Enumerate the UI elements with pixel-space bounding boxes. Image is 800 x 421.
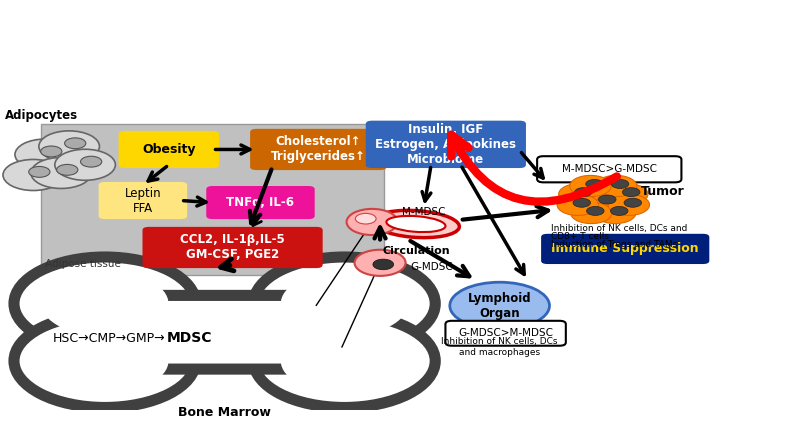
FancyBboxPatch shape (250, 129, 386, 170)
Text: Cholesterol↑
Triglycerides↑: Cholesterol↑ Triglycerides↑ (271, 136, 366, 163)
Circle shape (29, 166, 50, 177)
Ellipse shape (373, 210, 459, 237)
Circle shape (595, 176, 637, 197)
Text: G-MDSC: G-MDSC (410, 262, 453, 272)
Circle shape (608, 194, 650, 216)
FancyBboxPatch shape (101, 301, 348, 363)
Circle shape (41, 146, 62, 157)
Circle shape (598, 195, 616, 204)
Text: MDSC: MDSC (166, 331, 212, 345)
FancyBboxPatch shape (89, 296, 360, 369)
Text: Induction of Tregs and TAMs: Induction of Tregs and TAMs (551, 240, 678, 249)
Text: CCL2, IL-1β,IL-5
GM-CSF, PGE2: CCL2, IL-1β,IL-5 GM-CSF, PGE2 (180, 234, 285, 261)
Text: Immune Suppression: Immune Suppression (551, 242, 699, 256)
Text: Insulin, IGF
Estrogen, Adipokines
Microbiome: Insulin, IGF Estrogen, Adipokines Microb… (375, 123, 516, 166)
Circle shape (354, 250, 406, 276)
Circle shape (582, 191, 624, 212)
Circle shape (42, 271, 169, 336)
Circle shape (254, 257, 435, 350)
FancyBboxPatch shape (118, 131, 219, 168)
FancyBboxPatch shape (446, 321, 566, 346)
Circle shape (65, 138, 86, 149)
FancyBboxPatch shape (142, 227, 322, 268)
Circle shape (346, 209, 398, 235)
Text: HSC→CMP→GMP→: HSC→CMP→GMP→ (53, 332, 166, 345)
Text: M-MDSC: M-MDSC (402, 207, 446, 217)
Ellipse shape (450, 282, 550, 329)
Circle shape (15, 139, 75, 170)
Text: Inhibition of NK cells, DCs and: Inhibition of NK cells, DCs and (551, 224, 688, 232)
Text: Circulation: Circulation (382, 246, 450, 256)
Circle shape (55, 149, 115, 180)
Circle shape (557, 194, 598, 216)
Circle shape (81, 156, 102, 167)
Text: Obesity: Obesity (142, 143, 195, 156)
Circle shape (14, 314, 196, 408)
Circle shape (3, 160, 63, 191)
Circle shape (42, 328, 169, 394)
Text: Inhibition of NK cells, DCs
and macrophages: Inhibition of NK cells, DCs and macropha… (442, 337, 558, 357)
Circle shape (558, 184, 600, 205)
Circle shape (622, 188, 640, 197)
Circle shape (57, 165, 78, 175)
Circle shape (570, 176, 611, 197)
Circle shape (606, 184, 648, 205)
Text: Lymphoid
Organ: Lymphoid Organ (468, 292, 531, 320)
Text: TNFα, IL-6: TNFα, IL-6 (226, 196, 294, 209)
Circle shape (355, 213, 376, 224)
Circle shape (570, 203, 612, 224)
Text: Leptin
FFA: Leptin FFA (125, 187, 162, 215)
Circle shape (586, 179, 603, 189)
Circle shape (586, 206, 604, 216)
Text: Tumor: Tumor (641, 185, 685, 198)
Text: Adipocytes: Adipocytes (6, 109, 78, 122)
Circle shape (594, 203, 636, 224)
Text: M-MDSC>G-MDSC: M-MDSC>G-MDSC (562, 164, 657, 174)
Circle shape (281, 328, 408, 394)
Circle shape (610, 206, 628, 216)
Circle shape (281, 271, 408, 336)
Circle shape (624, 198, 642, 207)
Circle shape (31, 157, 91, 189)
Circle shape (14, 257, 196, 350)
Circle shape (573, 198, 590, 207)
FancyBboxPatch shape (98, 182, 187, 219)
FancyBboxPatch shape (206, 186, 314, 219)
Text: Adipose tissue: Adipose tissue (46, 259, 121, 269)
Text: CD8+ T cells: CD8+ T cells (551, 232, 610, 241)
Circle shape (39, 131, 99, 162)
Text: Bone Marrow: Bone Marrow (178, 406, 271, 419)
Circle shape (373, 259, 394, 270)
FancyBboxPatch shape (541, 234, 710, 264)
Circle shape (611, 179, 629, 189)
Circle shape (254, 314, 435, 408)
Ellipse shape (386, 216, 446, 232)
FancyBboxPatch shape (42, 124, 384, 275)
Text: G-MDSC>M-MDSC: G-MDSC>M-MDSC (458, 328, 553, 338)
FancyBboxPatch shape (366, 121, 526, 168)
FancyBboxPatch shape (537, 156, 682, 182)
Circle shape (574, 188, 592, 197)
